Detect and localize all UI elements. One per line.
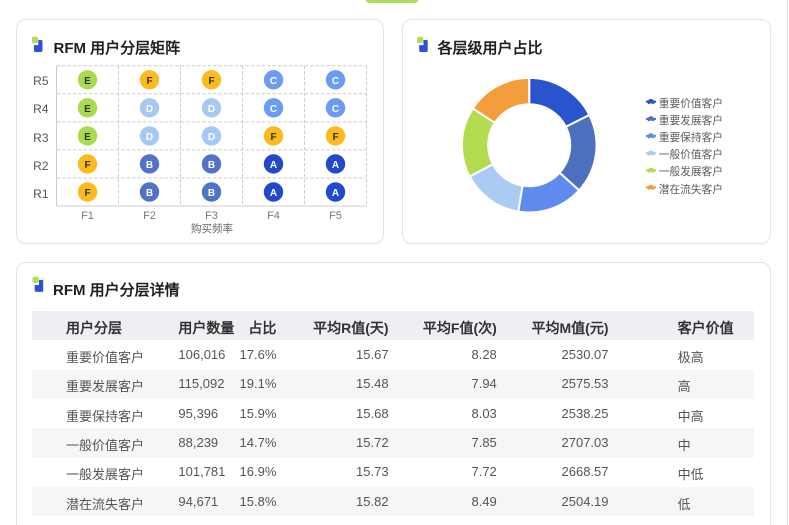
svg-text:C: C [332, 76, 339, 87]
svg-text:E: E [84, 76, 91, 87]
svg-text:B: B [208, 188, 215, 199]
svg-text:A: A [270, 188, 277, 199]
svg-text:B: B [146, 188, 153, 199]
svg-text:F: F [84, 160, 90, 171]
svg-text:D: D [208, 132, 215, 143]
svg-text:F: F [332, 132, 338, 143]
svg-text:F: F [84, 188, 90, 199]
svg-text:A: A [270, 160, 277, 171]
svg-text:D: D [208, 104, 215, 115]
svg-text:C: C [332, 104, 339, 115]
svg-text:C: C [270, 104, 277, 115]
svg-text:A: A [332, 160, 339, 171]
svg-text:E: E [84, 132, 91, 143]
svg-text:C: C [270, 76, 277, 87]
svg-text:D: D [146, 132, 153, 143]
svg-text:D: D [146, 104, 153, 115]
svg-text:A: A [332, 188, 339, 199]
svg-text:E: E [84, 104, 91, 115]
svg-text:B: B [146, 160, 153, 171]
svg-text:F: F [270, 132, 276, 143]
svg-text:F: F [146, 76, 152, 87]
svg-text:F: F [208, 76, 214, 87]
svg-text:B: B [208, 160, 215, 171]
